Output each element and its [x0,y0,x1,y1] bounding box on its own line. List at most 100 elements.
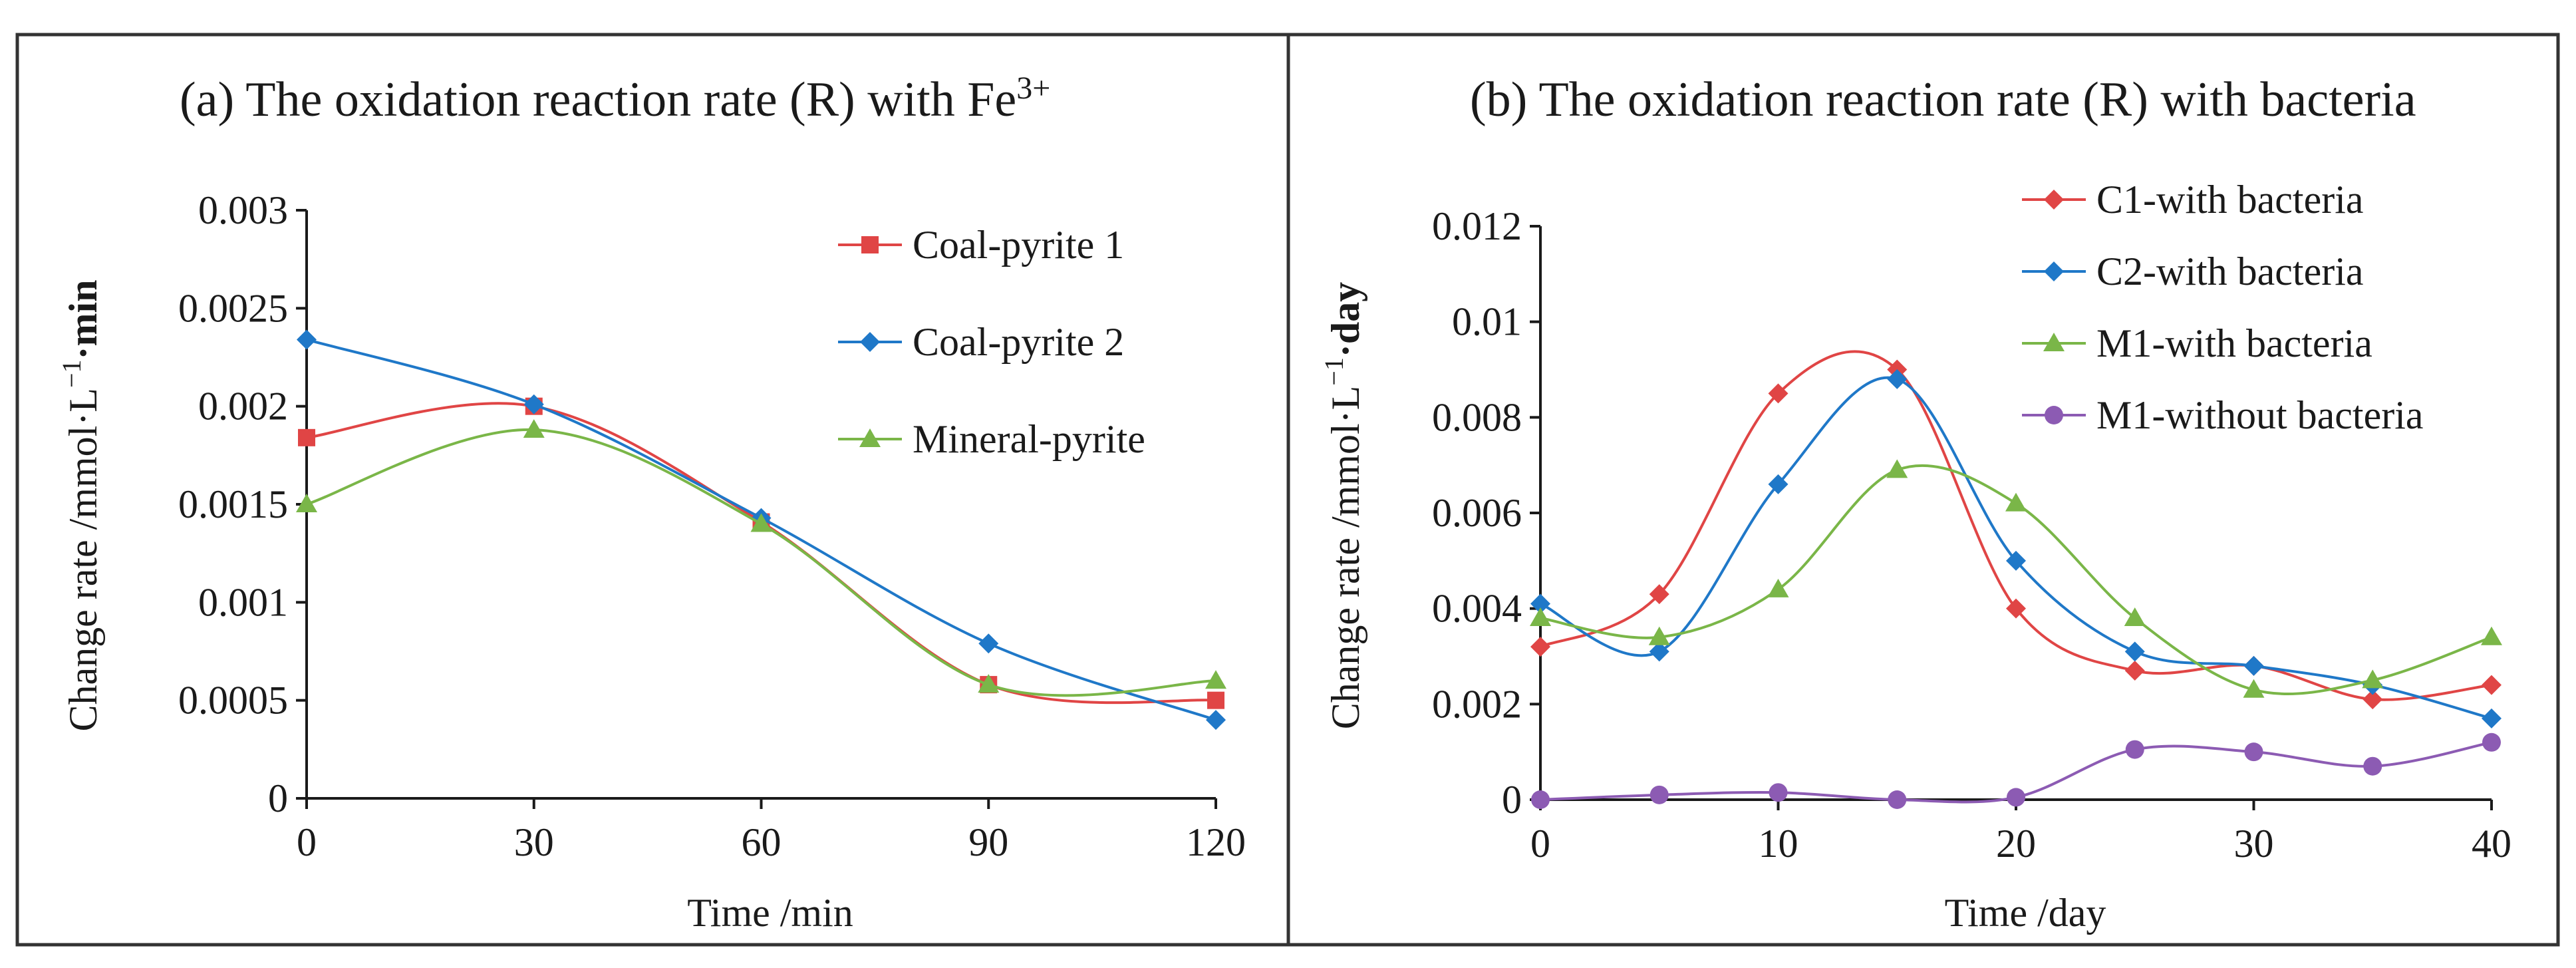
panel-b-point-c2-with-bacteria [1530,593,1550,614]
panel-a: (a) The oxidation reaction rate (R) with… [57,71,1246,935]
panel-a-point-coal-pyrite-1 [1207,691,1224,709]
panel-b-legend-marker-m1-with-bacteria [2043,333,2065,351]
panel-a-point-mineral-pyrite [750,513,772,532]
panel-b-x-tick-label: 10 [1759,822,1798,866]
panel-a-legend-label-coal-pyrite-1: Coal-pyrite 1 [913,223,1124,267]
panel-b-y-axis-title: Change rate /mmol·L−1·day [1319,282,1367,729]
panel-a-point-coal-pyrite-2 [523,394,544,414]
panel-b-y-tick-label: 0.012 [1432,204,1522,248]
panel-b-legend-marker-c2-with-bacteria [2044,261,2064,281]
panel-b-point-c2-with-bacteria [2482,708,2502,728]
panel-b-legend-marker-c1-with-bacteria [2044,190,2064,210]
panel-b-point-m1-with-bacteria [2362,669,2384,689]
panel-b-series-line-c2-with-bacteria [1540,376,2492,720]
panel-a-legend: Coal-pyrite 1 Coal-pyrite 2 Mineral-pyrite [838,223,1145,461]
panel-b-y-tick-label: 0.002 [1432,682,1522,726]
panel-a-title: (a) The oxidation reaction rate (R) with… [180,71,1050,127]
panel-b-legend-label-m1-without-bacteria: M1-without bacteria [2096,393,2424,437]
panel-b-x-axis-title: Time /day [1945,891,2106,935]
panel-b-point-c2-with-bacteria [1887,369,1908,389]
panel-a-legend-marker-coal-pyrite-2 [860,332,880,352]
panel-b-point-m1-with-bacteria [2124,607,2146,627]
panel-b-legend-marker-m1-without-bacteria [2045,406,2063,424]
panel-b-point-m1-with-bacteria [1886,459,1908,478]
panel-b-x-tick-label: 30 [2234,822,2274,866]
panel-b: (b) The oxidation reaction rate (R) with… [1319,73,2511,935]
panel-a-y-tick-label: 0.0005 [178,679,288,723]
panel-a-point-coal-pyrite-1 [298,428,315,446]
panel-a-x-tick-label: 120 [1186,820,1246,864]
panel-a-legend-label-coal-pyrite-2: Coal-pyrite 2 [913,320,1124,364]
panel-b-title: (b) The oxidation reaction rate (R) with… [1470,73,2416,127]
panel-b-plot-area: 0 0.002 0.004 0.006 0.008 0.01 0.012 0 10 20 30 40 [1432,204,2511,866]
panel-a-x-tick-label: 90 [968,820,1008,864]
panel-b-legend-item-c2-with-bacteria: C2-with bacteria [2022,249,2364,293]
panel-a-point-coal-pyrite-2 [297,329,317,350]
panel-b-legend-label-c1-with-bacteria: C1-with bacteria [2096,178,2364,222]
panel-a-y-tick-label: 0.002 [198,385,288,428]
panel-b-x-tick-label: 0 [1530,822,1550,866]
panel-b-point-c1-with-bacteria [2124,661,2145,681]
panel-a-point-mineral-pyrite [296,494,317,512]
panel-b-point-c2-with-bacteria [2124,641,2145,662]
panel-a-y-tick-label: 0 [268,776,288,820]
panel-b-point-m1-without-bacteria [1888,790,1907,809]
panel-b-point-c2-with-bacteria [2243,655,2264,676]
panel-b-point-m1-with-bacteria [1530,607,1551,627]
panel-b-y-tick-label: 0.01 [1452,300,1522,344]
panel-b-point-c2-with-bacteria [1768,474,1789,494]
panel-a-y-tick-label: 0.001 [198,580,288,624]
panel-b-point-c2-with-bacteria [1649,641,1669,662]
panel-a-x-tick-label: 0 [297,820,317,864]
panel-b-point-m1-without-bacteria [2363,756,2382,776]
panel-b-y-tick-label: 0 [1502,778,1522,822]
panel-b-point-m1-without-bacteria [2482,732,2501,752]
panel-b-point-m1-with-bacteria [2243,679,2265,698]
panel-b-x-tick-label: 40 [2472,822,2511,866]
panel-a-legend-item-mineral-pyrite: Mineral-pyrite [838,417,1145,461]
panel-b-y-tick-label: 0.004 [1432,587,1522,631]
panel-b-series-line-c1-with-bacteria [1540,350,2492,701]
panel-b-point-m1-without-bacteria [2125,740,2144,759]
panel-b-point-m1-with-bacteria [2481,626,2502,645]
panel-b-point-m1-without-bacteria [1769,783,1788,802]
panel-b-point-c1-with-bacteria [2482,675,2502,695]
panel-b-legend-label-m1-with-bacteria: M1-with bacteria [2096,321,2372,365]
panel-b-point-c1-with-bacteria [1768,383,1789,404]
panel-b-legend-item-c1-with-bacteria: C1-with bacteria [2022,178,2364,222]
panel-a-legend-label-mineral-pyrite: Mineral-pyrite [913,417,1145,461]
panel-b-point-m1-without-bacteria [1649,785,1669,804]
panel-b-point-c1-with-bacteria [2006,598,2026,619]
panel-b-point-c1-with-bacteria [2362,689,2383,710]
panel-a-legend-marker-coal-pyrite-1 [861,236,879,253]
panel-b-legend: C1-with bacteria C2-with bacteria M1-with … [2022,178,2424,437]
panel-b-point-m1-with-bacteria [1767,578,1789,597]
panel-a-point-mineral-pyrite [523,419,545,438]
panel-b-point-c2-with-bacteria [2006,550,2026,571]
panel-b-legend-label-c2-with-bacteria: C2-with bacteria [2096,249,2364,293]
panel-a-point-coal-pyrite-2 [978,633,999,654]
panel-a-legend-item-coal-pyrite-1: Coal-pyrite 1 [838,223,1124,267]
panel-a-x-tick-label: 30 [514,820,554,864]
panel-b-point-m1-without-bacteria [2007,788,2025,807]
panel-a-x-axis-title: Time /min [687,891,853,935]
panel-a-y-axis-title: Change rate /mmol·L−1·min [57,279,105,731]
panel-a-y-tick-label: 0.003 [198,188,288,232]
panel-b-y-tick-label: 0.006 [1432,491,1522,535]
panel-b-legend-item-m1-with-bacteria: M1-with bacteria [2022,321,2372,365]
panel-b-point-m1-without-bacteria [1531,790,1550,809]
panel-b-y-tick-label: 0.008 [1432,395,1522,439]
panel-a-x-tick-label: 60 [742,820,782,864]
panel-a-y-tick-label: 0.0015 [178,482,288,526]
panel-b-point-m1-with-bacteria [1648,626,1670,645]
panel-b-point-m1-with-bacteria [2005,492,2027,512]
panel-a-legend-marker-mineral-pyrite [859,428,881,447]
panel-a-point-coal-pyrite-2 [1206,710,1226,730]
panel-b-point-m1-without-bacteria [2244,742,2263,762]
panel-a-y-tick-label: 0.0025 [178,286,288,330]
panel-b-legend-item-m1-without-bacteria: M1-without bacteria [2022,393,2424,437]
panel-a-point-mineral-pyrite [1205,670,1226,689]
panel-a-legend-item-coal-pyrite-2: Coal-pyrite 2 [838,320,1124,364]
panel-a-point-mineral-pyrite [978,674,1000,693]
